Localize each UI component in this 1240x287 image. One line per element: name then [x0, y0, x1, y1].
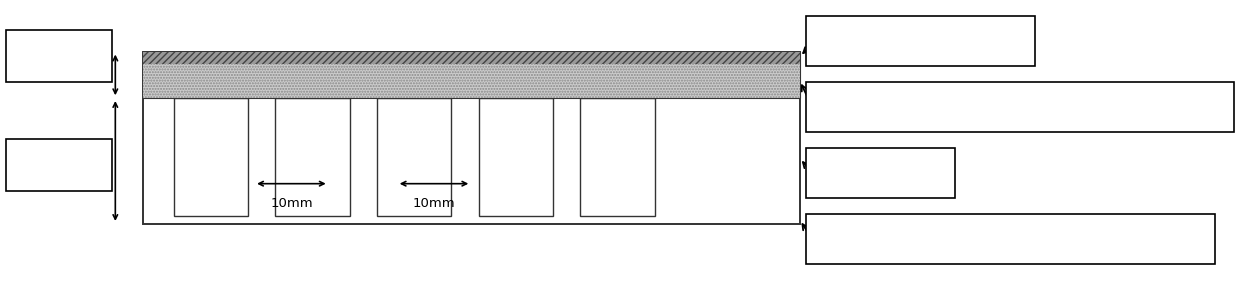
Text: Aluminum Foil: Aluminum Foil: [867, 33, 975, 49]
Bar: [143, 52, 800, 64]
Bar: [580, 98, 655, 216]
Bar: [479, 98, 553, 216]
Text: 10mm: 10mm: [413, 197, 455, 210]
Bar: [143, 64, 800, 98]
Text: 10mm: 10mm: [270, 197, 312, 210]
Bar: [143, 64, 800, 98]
Text: 9mm: 9mm: [40, 158, 78, 172]
FancyBboxPatch shape: [806, 82, 1234, 132]
Text: Ribbed Crosslinked LDPE close cell foam: Ribbed Crosslinked LDPE close cell foam: [856, 231, 1166, 247]
Text: Air Gap: Air Gap: [852, 165, 909, 181]
Text: 4 mm: 4 mm: [37, 49, 81, 63]
FancyBboxPatch shape: [6, 139, 112, 191]
Bar: [174, 98, 248, 216]
Bar: [143, 52, 800, 64]
Bar: [377, 98, 451, 216]
Bar: [275, 98, 350, 216]
Bar: [143, 52, 800, 224]
FancyBboxPatch shape: [806, 214, 1215, 264]
Text: Plane Sheet of Crosslinked LDPE close cell  foam: Plane Sheet of Crosslinked LDPE close ce…: [833, 99, 1207, 115]
FancyBboxPatch shape: [6, 30, 112, 82]
FancyBboxPatch shape: [806, 148, 955, 198]
FancyBboxPatch shape: [806, 16, 1035, 66]
